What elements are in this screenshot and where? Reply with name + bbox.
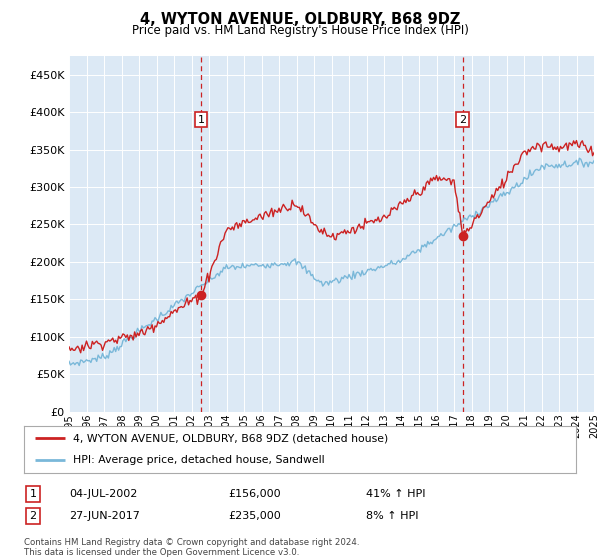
Text: Contains HM Land Registry data © Crown copyright and database right 2024.
This d: Contains HM Land Registry data © Crown c…: [24, 538, 359, 557]
Text: HPI: Average price, detached house, Sandwell: HPI: Average price, detached house, Sand…: [73, 455, 324, 465]
Text: Price paid vs. HM Land Registry's House Price Index (HPI): Price paid vs. HM Land Registry's House …: [131, 24, 469, 37]
Text: £156,000: £156,000: [228, 489, 281, 499]
Text: 4, WYTON AVENUE, OLDBURY, B68 9DZ: 4, WYTON AVENUE, OLDBURY, B68 9DZ: [140, 12, 460, 27]
Text: 2: 2: [29, 511, 37, 521]
Text: 1: 1: [197, 115, 205, 125]
Text: 04-JUL-2002: 04-JUL-2002: [69, 489, 137, 499]
Text: 8% ↑ HPI: 8% ↑ HPI: [366, 511, 419, 521]
Text: 41% ↑ HPI: 41% ↑ HPI: [366, 489, 425, 499]
Text: 4, WYTON AVENUE, OLDBURY, B68 9DZ (detached house): 4, WYTON AVENUE, OLDBURY, B68 9DZ (detac…: [73, 433, 388, 444]
Text: £235,000: £235,000: [228, 511, 281, 521]
Text: 27-JUN-2017: 27-JUN-2017: [69, 511, 140, 521]
Text: 2: 2: [459, 115, 466, 125]
Text: 1: 1: [29, 489, 37, 499]
